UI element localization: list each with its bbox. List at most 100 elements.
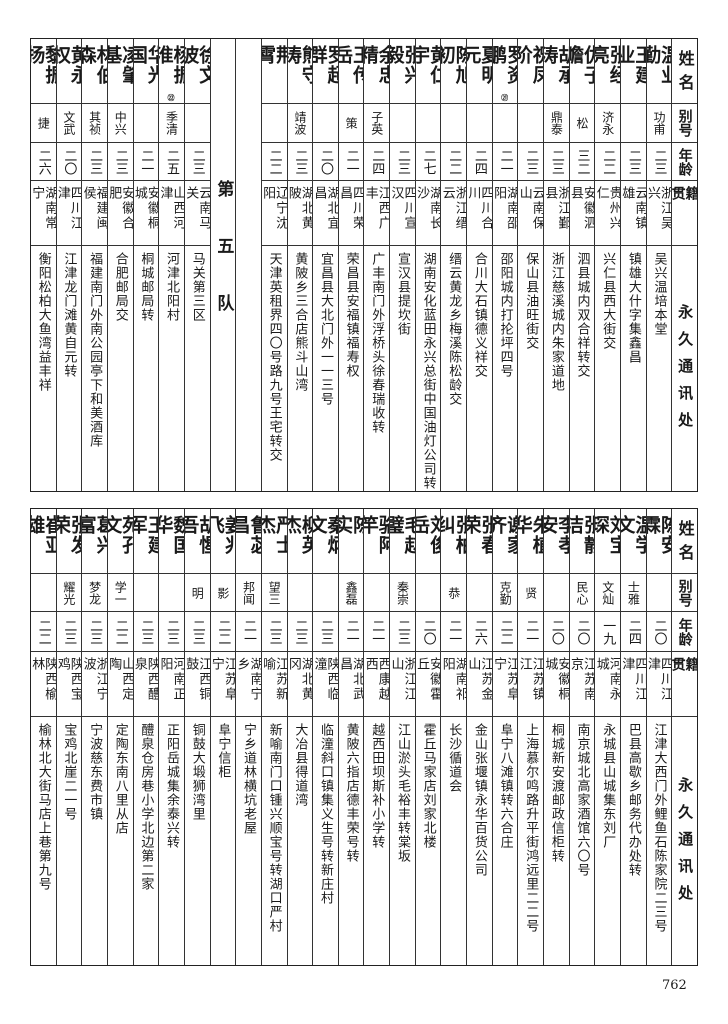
- address-cell: 越西田坝斯补小学转: [364, 717, 389, 965]
- address-cell: 宁乡道林横坑老屋: [236, 717, 261, 965]
- person-column: 严士杰 望三 二三 江苏新喻 新喻南门口锺兴顺宝号转湖口严村: [260, 509, 287, 965]
- person-column: 凌肇基 中兴 二三 安徽合肥 合肥邮局交: [106, 39, 133, 491]
- address-cell: 江津龙门滩黄自元转: [57, 246, 82, 491]
- person-column: 骆阿竿 二一 西康越西 越西田坝斯补小学转: [363, 509, 390, 965]
- address-cell: 宝鸡北崖二一号: [57, 717, 82, 965]
- age-cell: 二六: [467, 612, 492, 652]
- age-cell: 二四: [364, 143, 390, 181]
- age-cell: 二三: [184, 612, 210, 652]
- address-text: 宣汉县提坎街: [394, 252, 410, 336]
- person-column: 张兴毅二三四川宣汉宣汉县提坎街: [389, 39, 415, 491]
- address-text: 永城县山城集东刘厂: [600, 723, 616, 849]
- origin-cell: 安徽霍丘: [415, 652, 441, 717]
- origin-text: 江苏镇江: [518, 657, 544, 702]
- address-cell: 缙云黄龙乡梅溪陈松龄交: [441, 246, 466, 491]
- name-text: 徐文波: [184, 45, 210, 85]
- address-text: 宝鸡北崖二一号: [61, 723, 77, 821]
- alias-text: 策: [344, 117, 359, 129]
- name-cell: 陈安霖: [646, 509, 672, 574]
- address-text: 衡阳松柏大鱼湾益丰祥: [35, 252, 51, 392]
- origin-cell: 四川宣汉: [390, 181, 415, 246]
- address-cell: 邵阳城内打抡坪四号: [493, 246, 518, 491]
- age-text: 二四: [625, 618, 641, 645]
- name-cell: 张兴毅: [390, 39, 415, 104]
- name-cell: 熊守涛: [287, 39, 313, 104]
- name-cell: 张春荣: [467, 509, 492, 574]
- age-text: 二二: [600, 148, 616, 175]
- alias-cell: 文武: [56, 104, 82, 143]
- name-cell: 骆阿竿: [364, 509, 390, 574]
- age-text: 二六: [35, 148, 51, 175]
- alias-text: 望三: [267, 580, 282, 605]
- person-column: 崔亚雄 二二 陕西榆林 榆林北大街马店上巷第九号: [30, 509, 56, 965]
- origin-cell: 湖南长沙: [415, 181, 441, 246]
- alias-text: 克勤: [498, 580, 513, 605]
- age-text: 二四: [369, 148, 385, 175]
- person-column: 刘俊岳 二〇 安徽霍丘 霍丘马家店刘家北楼: [414, 509, 441, 965]
- name-cell: 黄永权: [56, 39, 82, 104]
- person-column: 胡惺吾明二三 江西铜鼓 铜鼓大塅狮湾里: [183, 509, 210, 965]
- alias-cell: 策: [338, 104, 364, 143]
- person-column: 林伯森 其祯 二三 福建闽侯 福建南门外南公园亭下和美酒库: [81, 39, 107, 491]
- age-cell: 二一: [338, 612, 364, 652]
- address-cell: 黄陂六指店德丰荣号转: [339, 717, 364, 965]
- age-cell: 二〇: [313, 143, 338, 181]
- name-cell: 祝凤阶: [518, 39, 544, 104]
- origin-text: 浙江江山: [390, 657, 415, 702]
- age-text: 二四: [471, 148, 487, 175]
- address-text: 定陶东南八里从店: [112, 723, 128, 835]
- age-text: 二三: [138, 618, 154, 645]
- alias-text: 文灿: [600, 580, 615, 605]
- age-cell: 二二: [261, 143, 287, 181]
- age-text: 二二: [35, 618, 51, 645]
- name-cell: 罗超群: [313, 39, 338, 104]
- address-cell: 永久通讯处: [672, 717, 697, 965]
- name-text: 苑孔文: [107, 515, 133, 555]
- person-column: 魏国华 二三 河南正阳 正阳岳城集余泰兴转: [158, 509, 184, 965]
- address-text: 桐城新安渡邮政信柜转: [548, 723, 564, 863]
- origin-cell: 湖北宜昌: [313, 181, 338, 246]
- age-text: 二三: [548, 148, 564, 175]
- address-cell: 黄陂乡三合店熊斗山湾: [288, 246, 313, 491]
- age-cell: 二一: [133, 143, 159, 181]
- age-cell: 二三: [133, 612, 159, 652]
- origin-text: 浙江宁波: [82, 657, 107, 702]
- address-text: 镇雄大什字集鑫昌: [625, 252, 641, 364]
- age-text: 二一: [138, 148, 154, 175]
- origin-text: 江西铜鼓: [184, 657, 210, 702]
- address-text: 马关第三区: [189, 252, 205, 322]
- address-cell: 桐城新安渡邮政信柜转: [544, 717, 569, 965]
- origin-cell: 浙江吴兴: [646, 181, 672, 246]
- origin-text: 四川宣汉: [390, 186, 415, 231]
- age-cell: 二〇: [646, 612, 672, 652]
- name-text: 黎振扬: [30, 45, 56, 85]
- address-cell: 泗县城内双合祥转交: [570, 246, 595, 491]
- age-text: 二三: [394, 148, 410, 175]
- origin-text: 安徽合肥: [107, 186, 133, 231]
- address-text: 缙云黄龙乡梅溪陈松龄交: [446, 252, 462, 406]
- name-cell: 王传岳: [338, 39, 364, 104]
- alias-text: 鼎泰: [549, 111, 564, 135]
- team-label-column: 第五队: [209, 39, 236, 491]
- origin-text: 河南正阳: [159, 657, 184, 702]
- alias-cell: [441, 104, 467, 143]
- alias-cell: [184, 104, 210, 143]
- name-text: 罗资鹏: [492, 45, 518, 85]
- person-column: 祝凤阶 二三 云南保山 保山县油旺街交: [517, 39, 544, 491]
- origin-cell: 安徽桐城: [133, 181, 159, 246]
- origin-text: 安徽桐城: [133, 186, 159, 231]
- origin-text: 陕西临潼: [313, 657, 338, 702]
- person-column: 温学文 士雅 二四 四川江津 巴县高歇乡邮务代办处转: [620, 509, 646, 965]
- address-cell: 镇雄大什字集鑫昌: [621, 246, 646, 491]
- alias-cell: [467, 104, 492, 143]
- origin-text: 湖北黄冈: [287, 657, 313, 702]
- name-text: 秦炳文: [313, 515, 338, 555]
- alias-cell: 恭: [441, 574, 467, 612]
- age-text: 二三: [266, 618, 282, 645]
- name-cell: 黎振扬: [30, 39, 56, 104]
- person-column: 黄仁宇 二七 湖南长沙 湖南安化蓝田永兴总街中国油灯公司转: [414, 39, 441, 491]
- origin-cell: 安徽合肥: [107, 181, 133, 246]
- origin-text: 浙江吴兴: [646, 186, 672, 231]
- age-text: 二二: [446, 148, 462, 175]
